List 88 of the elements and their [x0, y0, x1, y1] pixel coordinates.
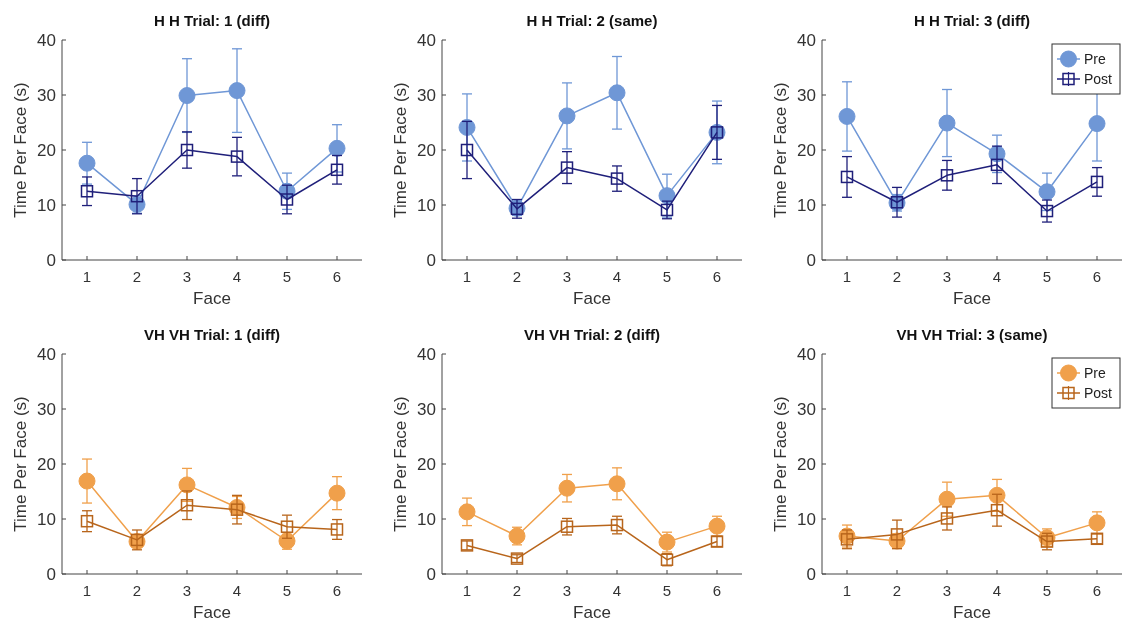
- x-tick-label: 4: [232, 268, 242, 285]
- x-tick-label: 6: [332, 582, 342, 599]
- x-axis-title: Face: [953, 603, 991, 622]
- y-tick-label: 20: [797, 141, 816, 160]
- chart-title: VH VH Trial: 2 (diff): [524, 326, 660, 343]
- x-tick-label: 2: [512, 582, 522, 599]
- x-tick-label: 2: [132, 582, 142, 599]
- x-axis-title: Face: [573, 603, 611, 622]
- legend-label: Pre: [1084, 51, 1106, 67]
- legend-label: Post: [1084, 385, 1113, 401]
- y-tick-label: 40: [417, 345, 436, 364]
- y-tick-label: 30: [37, 86, 56, 105]
- x-tick-label: 2: [892, 582, 902, 599]
- x-tick-label: 5: [662, 268, 672, 285]
- x-tick-label: 1: [842, 268, 852, 285]
- x-axis-title: Face: [953, 289, 991, 308]
- y-tick-label: 20: [417, 141, 436, 160]
- x-tick-label: 1: [462, 268, 472, 285]
- x-tick-label: 3: [562, 582, 572, 599]
- x-tick-label: 1: [82, 268, 92, 285]
- y-tick-label: 0: [426, 565, 436, 584]
- y-tick-label: 10: [417, 510, 436, 529]
- y-tick-label: 0: [806, 565, 816, 584]
- y-axis-title: Time Per Face (s): [11, 82, 30, 218]
- y-tick-label: 30: [797, 86, 816, 105]
- x-tick-label: 1: [82, 582, 92, 599]
- y-tick-label: 40: [37, 345, 56, 364]
- y-axis-title: Time Per Face (s): [391, 396, 410, 532]
- x-tick-label: 4: [992, 582, 1002, 599]
- y-tick-label: 30: [37, 400, 56, 419]
- legend-label: Post: [1084, 71, 1113, 87]
- y-tick-label: 10: [417, 196, 436, 215]
- y-tick-label: 0: [806, 251, 816, 270]
- x-tick-label: 4: [612, 268, 622, 285]
- x-tick-label: 2: [132, 268, 142, 285]
- y-tick-label: 0: [46, 565, 56, 584]
- chart-title: VH VH Trial: 3 (same): [896, 326, 1048, 343]
- y-tick-label: 10: [797, 196, 816, 215]
- chart-title: H H Trial: 1 (diff): [154, 12, 270, 29]
- y-tick-label: 30: [417, 400, 436, 419]
- y-tick-label: 0: [426, 251, 436, 270]
- x-tick-label: 1: [842, 582, 852, 599]
- x-tick-label: 5: [662, 582, 672, 599]
- y-tick-label: 10: [37, 196, 56, 215]
- y-tick-label: 40: [37, 31, 56, 50]
- x-tick-label: 6: [1092, 268, 1102, 285]
- x-tick-label: 2: [512, 268, 522, 285]
- x-tick-label: 6: [332, 268, 342, 285]
- y-tick-label: 30: [797, 400, 816, 419]
- y-tick-label: 10: [797, 510, 816, 529]
- y-tick-label: 20: [37, 455, 56, 474]
- x-tick-label: 6: [1092, 582, 1102, 599]
- chart-title: H H Trial: 2 (same): [526, 12, 658, 29]
- x-tick-label: 5: [1042, 582, 1052, 599]
- y-tick-label: 40: [417, 31, 436, 50]
- chart-title: VH VH Trial: 1 (diff): [144, 326, 280, 343]
- chart-title: H H Trial: 3 (diff): [914, 12, 1030, 29]
- y-tick-label: 0: [46, 251, 56, 270]
- x-axis-title: Face: [573, 289, 611, 308]
- x-tick-label: 5: [282, 268, 292, 285]
- y-axis-title: Time Per Face (s): [391, 82, 410, 218]
- y-tick-label: 20: [37, 141, 56, 160]
- y-tick-label: 20: [417, 455, 436, 474]
- y-axis-title: Time Per Face (s): [771, 396, 790, 532]
- x-tick-label: 4: [612, 582, 622, 599]
- y-tick-label: 10: [37, 510, 56, 529]
- y-tick-label: 30: [417, 86, 436, 105]
- y-axis-title: Time Per Face (s): [771, 82, 790, 218]
- x-axis-title: Face: [193, 289, 231, 308]
- x-tick-label: 2: [892, 268, 902, 285]
- x-tick-label: 4: [232, 582, 242, 599]
- x-tick-label: 3: [942, 268, 952, 285]
- x-tick-label: 5: [282, 582, 292, 599]
- y-tick-label: 40: [797, 31, 816, 50]
- y-axis-title: Time Per Face (s): [11, 396, 30, 532]
- x-tick-label: 6: [712, 582, 722, 599]
- y-tick-label: 20: [797, 455, 816, 474]
- x-tick-label: 3: [182, 268, 192, 285]
- x-tick-label: 3: [562, 268, 572, 285]
- legend-label: Pre: [1084, 365, 1106, 381]
- x-axis-title: Face: [193, 603, 231, 622]
- x-tick-label: 3: [942, 582, 952, 599]
- x-tick-label: 6: [712, 268, 722, 285]
- x-tick-label: 3: [182, 582, 192, 599]
- x-tick-label: 5: [1042, 268, 1052, 285]
- y-tick-label: 40: [797, 345, 816, 364]
- x-tick-label: 4: [992, 268, 1002, 285]
- x-tick-label: 1: [462, 582, 472, 599]
